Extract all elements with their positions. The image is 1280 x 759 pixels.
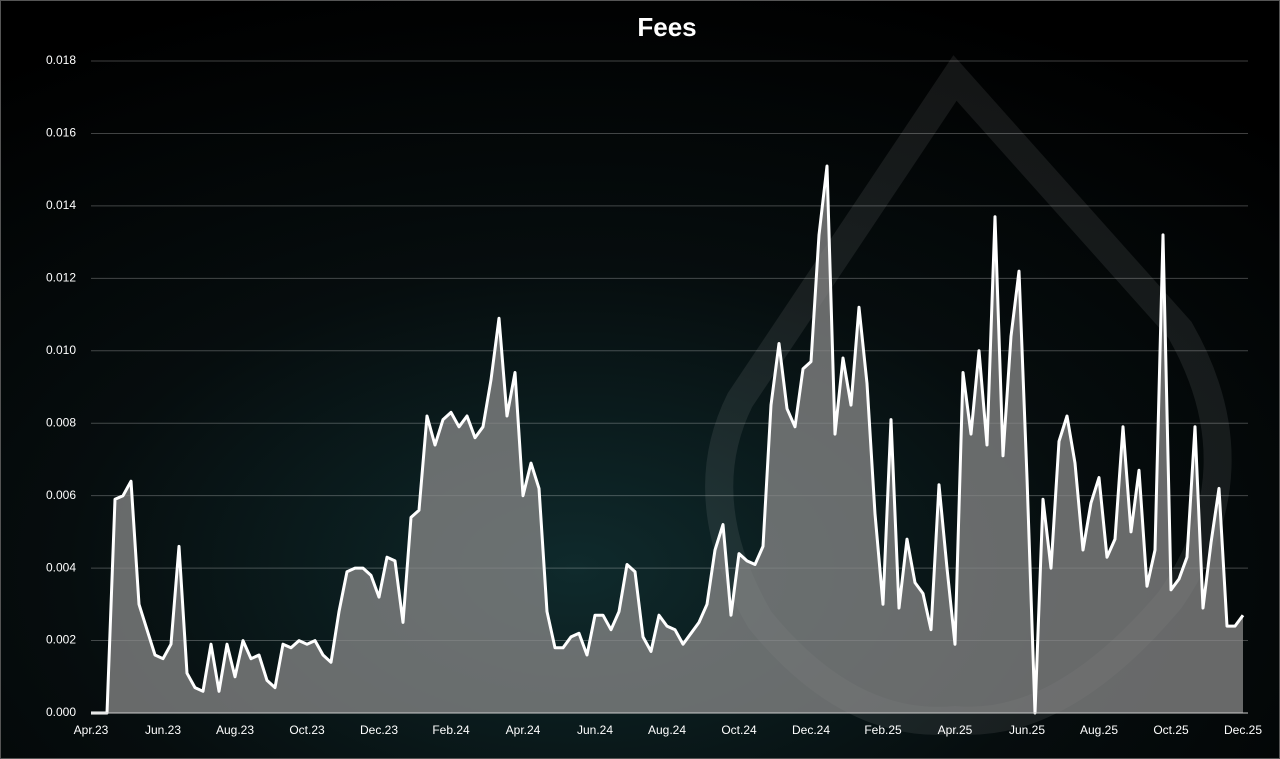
x-tick-label: Apr.25 [938,723,973,737]
x-tick-label: Oct.23 [289,723,325,737]
y-tick-label: 0.016 [46,126,76,140]
watermark [705,55,1232,735]
y-tick-label: 0.004 [46,560,76,574]
y-tick-label: 0.012 [46,271,76,285]
y-tick-label: 0.008 [46,415,76,429]
x-tick-label: Aug.23 [216,723,254,737]
y-tick-label: 0.000 [46,705,76,719]
x-tick-label: Apr.24 [506,723,541,737]
x-tick-label: Aug.24 [648,723,686,737]
x-tick-label: Dec.24 [792,723,830,737]
area [91,166,1243,713]
y-tick-label: 0.006 [46,488,76,502]
x-tick-label: Oct.25 [1153,723,1189,737]
x-tick-label: Jun.24 [577,723,613,737]
x-tick-label: Jun.23 [145,723,181,737]
x-tick-label: Feb.24 [432,723,470,737]
y-tick-label: 0.014 [46,198,76,212]
x-tick-label: Dec.25 [1224,723,1262,737]
x-tick-label: Feb.25 [864,723,902,737]
y-tick-label: 0.010 [46,343,76,357]
y-tick-label: 0.018 [46,53,76,67]
x-tick-label: Dec.23 [360,723,398,737]
x-tick-label: Apr.23 [74,723,109,737]
x-tick-label: Aug.25 [1080,723,1118,737]
x-tick-label: Oct.24 [721,723,757,737]
y-tick-label: 0.002 [46,633,76,647]
x-tick-label: Jun.25 [1009,723,1045,737]
line [91,164,1245,715]
chart-title: Fees [637,12,696,42]
